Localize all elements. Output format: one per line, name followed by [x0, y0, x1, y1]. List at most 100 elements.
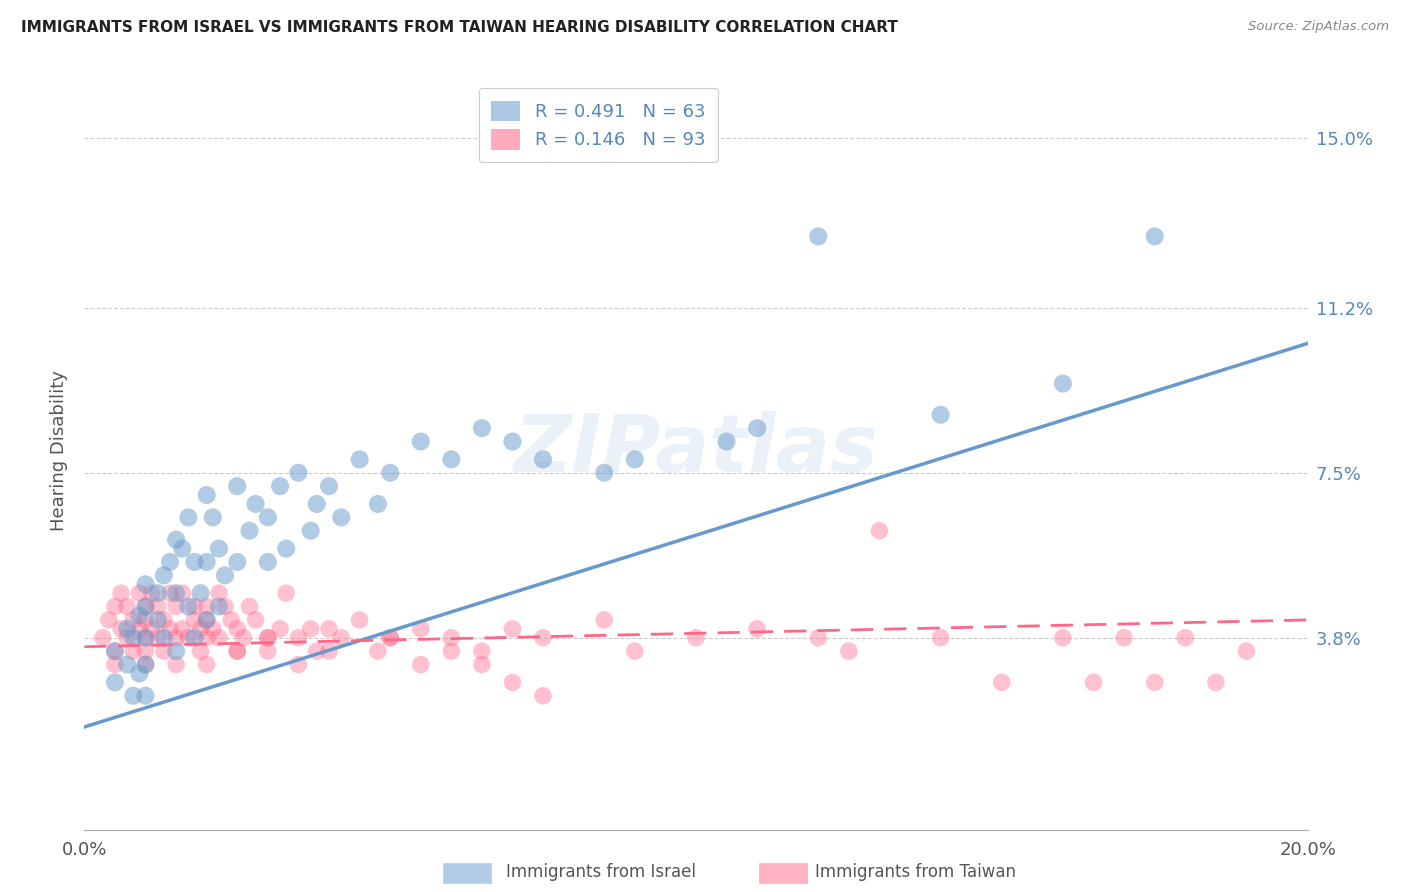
Point	[146, 599, 169, 614]
Point	[135, 613, 157, 627]
Point	[159, 586, 181, 600]
Point	[146, 586, 169, 600]
Point	[276, 541, 298, 556]
Point	[502, 622, 524, 636]
Point	[1205, 675, 1227, 690]
Point	[208, 599, 231, 614]
Point	[91, 631, 114, 645]
Point	[159, 555, 181, 569]
Point	[257, 644, 280, 658]
Point	[318, 644, 340, 658]
Point	[128, 622, 150, 636]
Point	[869, 524, 891, 538]
Point	[165, 599, 187, 614]
Point	[104, 657, 127, 672]
Point	[318, 479, 340, 493]
Point	[122, 644, 145, 658]
Point	[195, 613, 218, 627]
Point	[195, 555, 218, 569]
Point	[1236, 644, 1258, 658]
Text: Immigrants from Israel: Immigrants from Israel	[506, 863, 696, 881]
Point	[330, 631, 353, 645]
Point	[135, 657, 157, 672]
Point	[238, 599, 260, 614]
Point	[172, 622, 194, 636]
Point	[195, 599, 218, 614]
Point	[122, 631, 145, 645]
Point	[146, 613, 169, 627]
Point	[1052, 631, 1074, 645]
Point	[471, 421, 494, 435]
Point	[838, 644, 860, 658]
Point	[104, 644, 127, 658]
Point	[257, 510, 280, 524]
Point	[1143, 229, 1166, 244]
Point	[165, 657, 187, 672]
Point	[135, 599, 157, 614]
Point	[115, 631, 138, 645]
Point	[208, 631, 231, 645]
Point	[380, 631, 402, 645]
Point	[115, 657, 138, 672]
Point	[115, 622, 138, 636]
Point	[153, 644, 176, 658]
Point	[685, 631, 707, 645]
Point	[531, 452, 554, 467]
Point	[122, 613, 145, 627]
Point	[1174, 631, 1197, 645]
Point	[201, 622, 224, 636]
Point	[97, 613, 120, 627]
Point	[349, 613, 371, 627]
Point	[177, 631, 200, 645]
Point	[305, 644, 328, 658]
Point	[716, 434, 738, 449]
Point	[1143, 675, 1166, 690]
Point	[195, 488, 218, 502]
Point	[440, 631, 463, 645]
Point	[190, 622, 212, 636]
Point	[226, 479, 249, 493]
Point	[531, 689, 554, 703]
Point	[330, 510, 353, 524]
Point	[257, 555, 280, 569]
Point	[226, 644, 249, 658]
Point	[471, 657, 494, 672]
Point	[195, 631, 218, 645]
Point	[1083, 675, 1105, 690]
Point	[299, 524, 322, 538]
Point	[232, 631, 254, 645]
Point	[305, 497, 328, 511]
Point	[165, 586, 187, 600]
Point	[257, 631, 280, 645]
Point	[991, 675, 1014, 690]
Point	[245, 613, 267, 627]
Point	[624, 452, 647, 467]
Point	[257, 631, 280, 645]
Point	[135, 657, 157, 672]
Point	[172, 586, 194, 600]
Point	[929, 408, 952, 422]
Text: Immigrants from Taiwan: Immigrants from Taiwan	[815, 863, 1017, 881]
Point	[128, 666, 150, 681]
Point	[349, 452, 371, 467]
Point	[929, 631, 952, 645]
Point	[128, 608, 150, 623]
Point	[183, 555, 205, 569]
Point	[367, 644, 389, 658]
Point	[128, 586, 150, 600]
Point	[141, 586, 163, 600]
Point	[190, 586, 212, 600]
Point	[440, 452, 463, 467]
Point	[1114, 631, 1136, 645]
Point	[226, 622, 249, 636]
Point	[807, 229, 830, 244]
Y-axis label: Hearing Disability: Hearing Disability	[49, 370, 67, 531]
Point	[135, 631, 157, 645]
Text: IMMIGRANTS FROM ISRAEL VS IMMIGRANTS FROM TAIWAN HEARING DISABILITY CORRELATION : IMMIGRANTS FROM ISRAEL VS IMMIGRANTS FRO…	[21, 20, 898, 35]
Point	[153, 631, 176, 645]
Point	[471, 644, 494, 658]
Point	[502, 675, 524, 690]
Point	[104, 675, 127, 690]
Point	[367, 497, 389, 511]
Point	[110, 622, 132, 636]
